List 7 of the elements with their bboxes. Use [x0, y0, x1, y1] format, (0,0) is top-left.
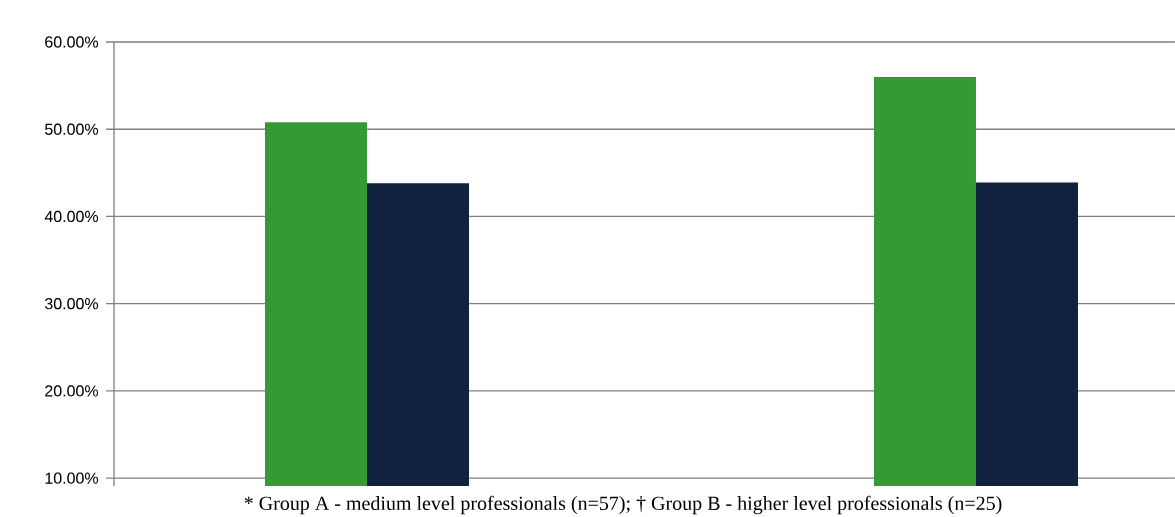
y-tick-label: 40.00%: [44, 210, 99, 223]
y-tick-label: 10.00%: [45, 472, 99, 484]
text: * Group A - medium level professionals (n=57); † Group B - higher level professionals (n=25): [244, 495, 1002, 515]
y-tick-label: 60.00%: [45, 36, 99, 48]
y-tick-label: 30.00%: [44, 298, 99, 310]
y-tick-label: 20.00%: [45, 385, 99, 397]
y-tick-label: 50.00%: [45, 123, 99, 135]
